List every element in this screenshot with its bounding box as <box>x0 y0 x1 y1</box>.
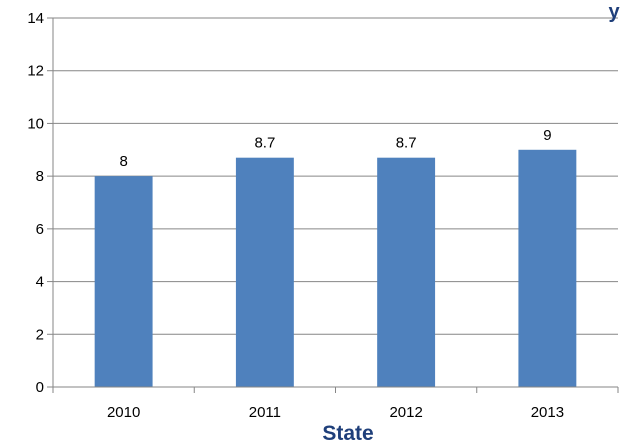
y-tick-label: 0 <box>36 379 44 396</box>
x-tick-label: 2012 <box>389 404 422 421</box>
x-tick-label: 2011 <box>249 404 281 421</box>
y-tick-label: 2 <box>36 326 44 343</box>
y-tick-label: 8 <box>36 168 44 185</box>
x-tick-label: 2010 <box>107 404 140 421</box>
bar-2012 <box>377 157 436 387</box>
y-tick-label: 6 <box>36 221 44 238</box>
bars <box>94 149 577 387</box>
data-labels: 8 8.7 8.7 9 <box>119 127 551 170</box>
y-tick-label: 14 <box>27 10 44 27</box>
bar-2010 <box>94 176 153 387</box>
y-tick-label: 12 <box>27 63 44 80</box>
bar-2013 <box>518 149 577 387</box>
y-tick-label: 4 <box>36 274 44 291</box>
data-label: 8.7 <box>254 135 275 152</box>
x-axis-tick-labels: 2010 2011 2012 2013 <box>107 404 564 421</box>
data-label: 8.7 <box>396 135 417 152</box>
axes <box>52 18 619 393</box>
x-tick-label: 2013 <box>531 404 564 421</box>
x-axis-title: State <box>322 422 373 443</box>
y-axis-tick-labels: 0 2 4 6 8 10 12 14 <box>27 10 44 396</box>
y-tick-label: 10 <box>27 115 44 132</box>
data-label: 9 <box>543 127 551 144</box>
data-label: 8 <box>119 153 127 170</box>
bar-2011 <box>235 157 294 387</box>
clipped-title-fragment: y <box>608 1 620 23</box>
